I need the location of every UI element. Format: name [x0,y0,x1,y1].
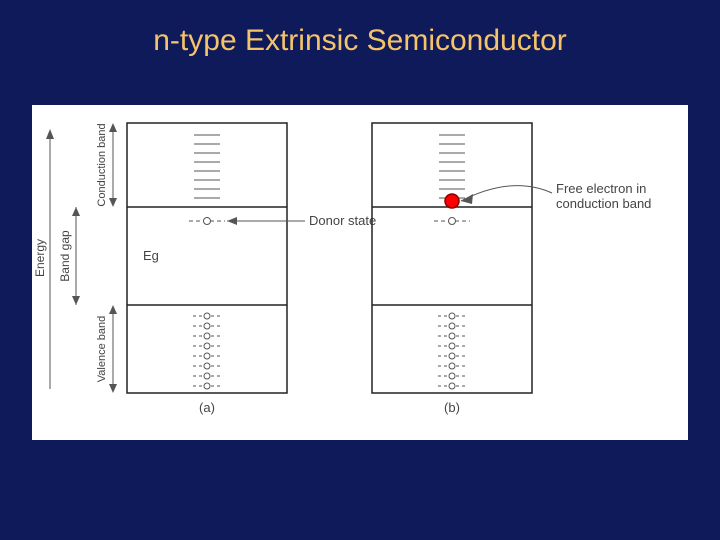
svg-text:Donor state: Donor state [309,213,376,228]
band-diagram-svg: (a) Energy Band gap Conduction band Valence … [32,105,688,440]
svg-text:Eg: Eg [143,248,159,263]
svg-text:Band gap: Band gap [58,230,72,282]
svg-text:Free electron in: Free electron in [556,181,646,196]
page-title: n-type Extrinsic Semiconductor [0,24,720,58]
svg-text:Valence band: Valence band [96,316,108,382]
figure-panel: (a) Energy Band gap Conduction band Valence … [32,105,688,440]
svg-text:(b): (b) [444,400,460,415]
svg-text:Conduction band: Conduction band [96,123,108,206]
svg-text:conduction band: conduction band [556,196,651,211]
svg-text:(a): (a) [199,400,215,415]
svg-text:Energy: Energy [33,239,47,277]
